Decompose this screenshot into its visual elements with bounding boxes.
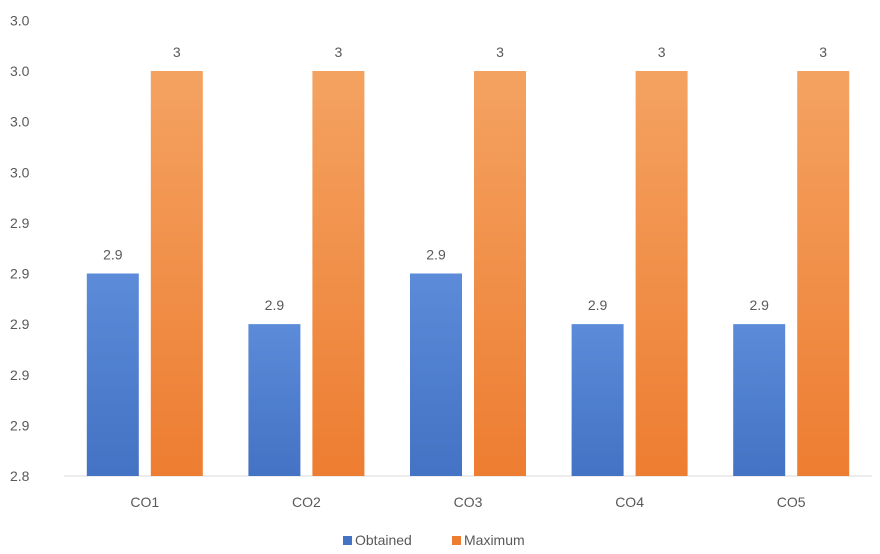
x-tick-label: CO1 [130, 494, 159, 510]
x-axis: CO1 CO2 CO3 CO4 CO5 [130, 494, 805, 510]
bar-obtained [733, 324, 786, 476]
y-tick-label: 3.0 [10, 12, 30, 28]
x-tick-label: CO5 [777, 494, 806, 510]
y-tick-label: 3.0 [10, 114, 30, 130]
legend-label-obtained: Obtained [355, 532, 412, 548]
y-tick-label: 3.0 [10, 63, 30, 79]
bar-maximum [635, 71, 688, 476]
data-label-maximum: 3 [173, 44, 181, 60]
y-tick-label: 3.0 [10, 164, 30, 180]
bar-maximum [150, 71, 203, 476]
bar-maximum [312, 71, 365, 476]
bar-obtained [248, 324, 301, 476]
data-label-obtained: 2.9 [265, 297, 285, 313]
legend-swatch-obtained [343, 536, 352, 545]
bar-maximum [474, 71, 526, 476]
data-label-maximum: 3 [496, 44, 504, 60]
data-label-obtained: 2.9 [749, 297, 769, 313]
y-tick-label: 2.9 [10, 215, 30, 231]
bar-maximum [797, 71, 850, 476]
y-tick-label: 2.9 [10, 417, 30, 433]
data-label-maximum: 3 [819, 44, 827, 60]
data-label-maximum: 3 [658, 44, 666, 60]
data-label-obtained: 2.9 [426, 247, 446, 263]
x-tick-label: CO4 [615, 494, 644, 510]
data-label-obtained: 2.9 [103, 247, 123, 263]
bar-obtained [410, 273, 462, 476]
x-tick-label: CO3 [454, 494, 483, 510]
y-tick-label: 2.9 [10, 266, 30, 282]
bars-group: 2.9 3 2.9 3 2.9 3 2.9 3 2.9 3 [86, 44, 850, 476]
y-tick-label: 2.9 [10, 367, 30, 383]
x-tick-label: CO2 [292, 494, 321, 510]
y-tick-label: 2.9 [10, 316, 30, 332]
bar-obtained [86, 273, 139, 476]
legend-label-maximum: Maximum [464, 532, 525, 548]
data-label-maximum: 3 [335, 44, 343, 60]
bar-obtained [571, 324, 624, 476]
legend: Obtained Maximum [343, 532, 525, 548]
data-label-obtained: 2.9 [588, 297, 608, 313]
legend-swatch-maximum [452, 536, 461, 545]
y-tick-label: 2.8 [10, 468, 30, 484]
